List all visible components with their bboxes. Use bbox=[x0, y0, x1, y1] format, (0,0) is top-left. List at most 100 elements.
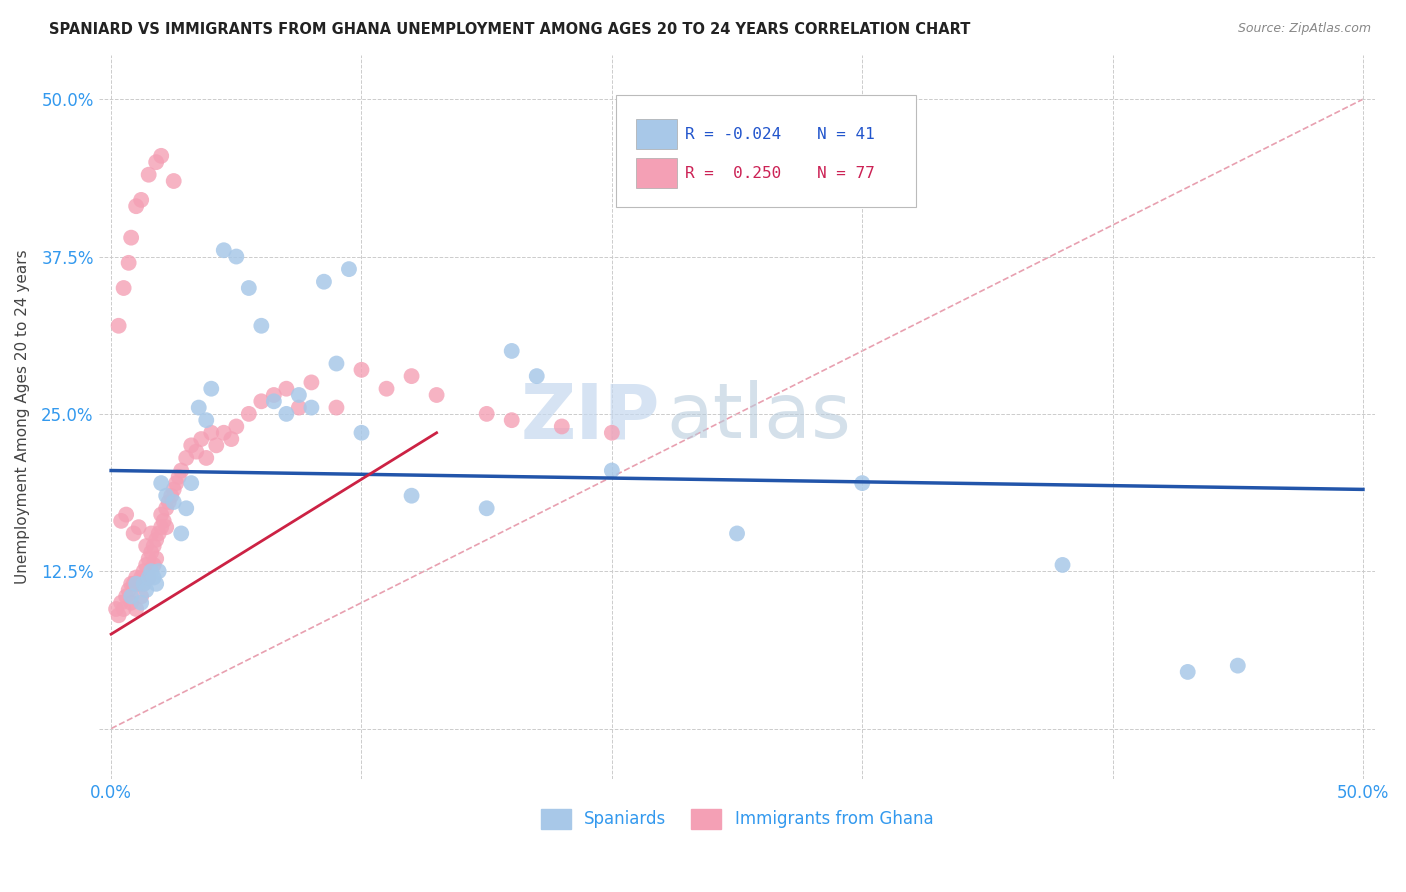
Point bbox=[263, 388, 285, 402]
Point bbox=[725, 526, 748, 541]
Point bbox=[600, 463, 623, 477]
Point bbox=[150, 149, 173, 163]
Point bbox=[128, 520, 150, 534]
Text: atlas: atlas bbox=[666, 380, 852, 454]
Point bbox=[288, 388, 311, 402]
Point bbox=[125, 602, 148, 616]
Point bbox=[145, 576, 167, 591]
Point bbox=[112, 602, 135, 616]
Point bbox=[337, 262, 360, 277]
Point bbox=[190, 432, 212, 446]
Point bbox=[142, 558, 165, 572]
Point bbox=[325, 357, 347, 371]
Point bbox=[152, 514, 174, 528]
Point bbox=[276, 407, 298, 421]
Point bbox=[250, 318, 273, 333]
Point bbox=[851, 476, 873, 491]
Point bbox=[145, 155, 167, 169]
Point bbox=[325, 401, 347, 415]
Point bbox=[180, 476, 202, 491]
Point bbox=[117, 583, 139, 598]
Point bbox=[160, 489, 183, 503]
Point bbox=[141, 526, 163, 541]
Point bbox=[375, 382, 398, 396]
Point bbox=[401, 369, 423, 384]
Point bbox=[128, 576, 150, 591]
Point bbox=[200, 382, 222, 396]
Point bbox=[263, 394, 285, 409]
Point bbox=[129, 570, 152, 584]
Point bbox=[132, 576, 155, 591]
Point bbox=[163, 495, 186, 509]
Point bbox=[276, 382, 298, 396]
Y-axis label: Unemployment Among Ages 20 to 24 years: Unemployment Among Ages 20 to 24 years bbox=[15, 250, 30, 584]
Point bbox=[195, 413, 218, 427]
Point bbox=[115, 590, 138, 604]
Point bbox=[155, 501, 177, 516]
Point bbox=[145, 533, 167, 547]
Point bbox=[120, 576, 142, 591]
Point bbox=[288, 401, 311, 415]
Point bbox=[1226, 658, 1249, 673]
Point bbox=[129, 193, 152, 207]
Point bbox=[170, 463, 193, 477]
Point bbox=[155, 489, 177, 503]
Point bbox=[129, 590, 152, 604]
Point bbox=[165, 476, 187, 491]
Point bbox=[212, 425, 235, 440]
Point bbox=[401, 489, 423, 503]
Point bbox=[141, 545, 163, 559]
Point bbox=[135, 558, 157, 572]
Point bbox=[107, 318, 129, 333]
FancyBboxPatch shape bbox=[616, 95, 915, 207]
Point bbox=[120, 590, 142, 604]
Point bbox=[186, 444, 208, 458]
Point bbox=[475, 501, 498, 516]
Point bbox=[132, 564, 155, 578]
Point bbox=[142, 570, 165, 584]
Legend: Spaniards, Immigrants from Ghana: Spaniards, Immigrants from Ghana bbox=[534, 802, 941, 836]
Point bbox=[212, 244, 235, 258]
Point bbox=[221, 432, 243, 446]
Point bbox=[225, 419, 247, 434]
Point bbox=[142, 539, 165, 553]
Point bbox=[138, 551, 160, 566]
Point bbox=[526, 369, 548, 384]
Point bbox=[1177, 665, 1199, 679]
Point bbox=[107, 608, 129, 623]
Point bbox=[145, 551, 167, 566]
Point bbox=[551, 419, 574, 434]
Text: R = -0.024: R = -0.024 bbox=[685, 127, 780, 142]
Point bbox=[475, 407, 498, 421]
Point bbox=[138, 570, 160, 584]
Point bbox=[1052, 558, 1074, 572]
Point bbox=[205, 438, 228, 452]
Point bbox=[163, 483, 186, 497]
Point bbox=[350, 425, 373, 440]
Point bbox=[312, 275, 335, 289]
Point bbox=[122, 526, 145, 541]
Point bbox=[238, 407, 260, 421]
Point bbox=[150, 520, 173, 534]
Point bbox=[167, 470, 190, 484]
Point bbox=[180, 438, 202, 452]
Point bbox=[120, 230, 142, 244]
Text: N = 41: N = 41 bbox=[817, 127, 876, 142]
Point bbox=[110, 514, 132, 528]
FancyBboxPatch shape bbox=[636, 119, 678, 149]
Point bbox=[117, 256, 139, 270]
Point bbox=[195, 450, 218, 465]
Point bbox=[132, 576, 155, 591]
Point bbox=[138, 570, 160, 584]
Point bbox=[150, 476, 173, 491]
Point bbox=[129, 596, 152, 610]
Point bbox=[225, 250, 247, 264]
Text: N = 77: N = 77 bbox=[817, 166, 876, 180]
Point bbox=[155, 520, 177, 534]
Point bbox=[150, 508, 173, 522]
Point bbox=[200, 425, 222, 440]
Point bbox=[174, 450, 197, 465]
Point bbox=[105, 602, 128, 616]
Point bbox=[135, 583, 157, 598]
Text: R =  0.250: R = 0.250 bbox=[685, 166, 780, 180]
